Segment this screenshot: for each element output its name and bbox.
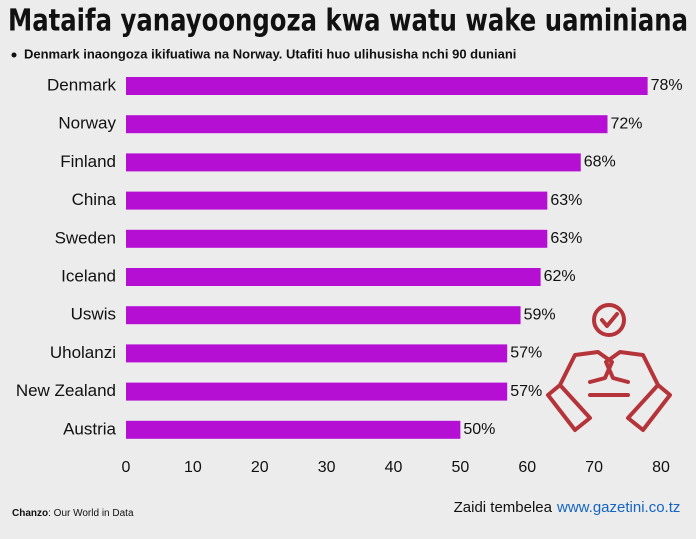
x-tick-label: 40 — [385, 459, 403, 476]
visit-text: Zaidi tembelea — [454, 499, 553, 516]
handshake-icon — [546, 303, 672, 432]
bar — [126, 268, 541, 286]
x-tick-label: 30 — [318, 459, 336, 476]
website[interactable]: www.gazetini.co.tz — [556, 499, 680, 516]
bar — [126, 420, 461, 439]
y-tick-label: Norway — [58, 114, 116, 133]
value-label: 62% — [544, 268, 576, 285]
value-label: 57% — [510, 345, 542, 362]
value-label: 59% — [524, 306, 556, 323]
value-label: 63% — [550, 230, 582, 247]
x-tick-label: 70 — [585, 459, 603, 476]
y-tick-label: Austria — [63, 419, 116, 438]
bar — [126, 344, 508, 363]
x-tick-label: 0 — [122, 459, 131, 476]
y-tick-label: Denmark — [47, 75, 116, 94]
value-label: 63% — [550, 192, 582, 209]
bar — [126, 382, 508, 401]
x-tick-label: 80 — [652, 459, 670, 476]
chart-title: Mataifa yanayoongoza kwa watu wake uamin… — [8, 4, 688, 39]
source-label: Chanzo — [12, 508, 48, 519]
bar — [126, 115, 608, 134]
x-tick-label: 60 — [518, 459, 536, 476]
source: Chanzo: Our World in Data — [12, 508, 134, 519]
y-tick-label: New Zealand — [16, 381, 116, 400]
y-tick-label: Sweden — [55, 228, 116, 247]
bar — [126, 306, 521, 325]
x-tick-label: 20 — [251, 459, 269, 476]
x-tick-label: 50 — [451, 459, 469, 476]
value-label: 78% — [651, 77, 683, 94]
value-label: 72% — [611, 115, 643, 132]
bar — [126, 77, 648, 95]
y-tick-label: Iceland — [61, 266, 116, 285]
x-tick-label: 10 — [184, 459, 202, 476]
y-tick-label: China — [72, 190, 117, 209]
y-tick-label: Uswis — [71, 305, 116, 324]
value-label: 68% — [584, 154, 616, 171]
bar — [126, 229, 548, 248]
bar — [126, 191, 548, 210]
value-label: 57% — [510, 383, 542, 400]
bar — [126, 153, 581, 172]
source-text: : Our World in Data — [48, 508, 134, 519]
y-tick-label: Uholanzi — [50, 343, 116, 362]
y-tick-label: Finland — [60, 152, 116, 171]
chart-subtitle: Denmark inaongoza ikifuatiwa na Norway. … — [24, 46, 516, 61]
value-label: 50% — [463, 421, 495, 438]
bullet — [11, 52, 17, 58]
